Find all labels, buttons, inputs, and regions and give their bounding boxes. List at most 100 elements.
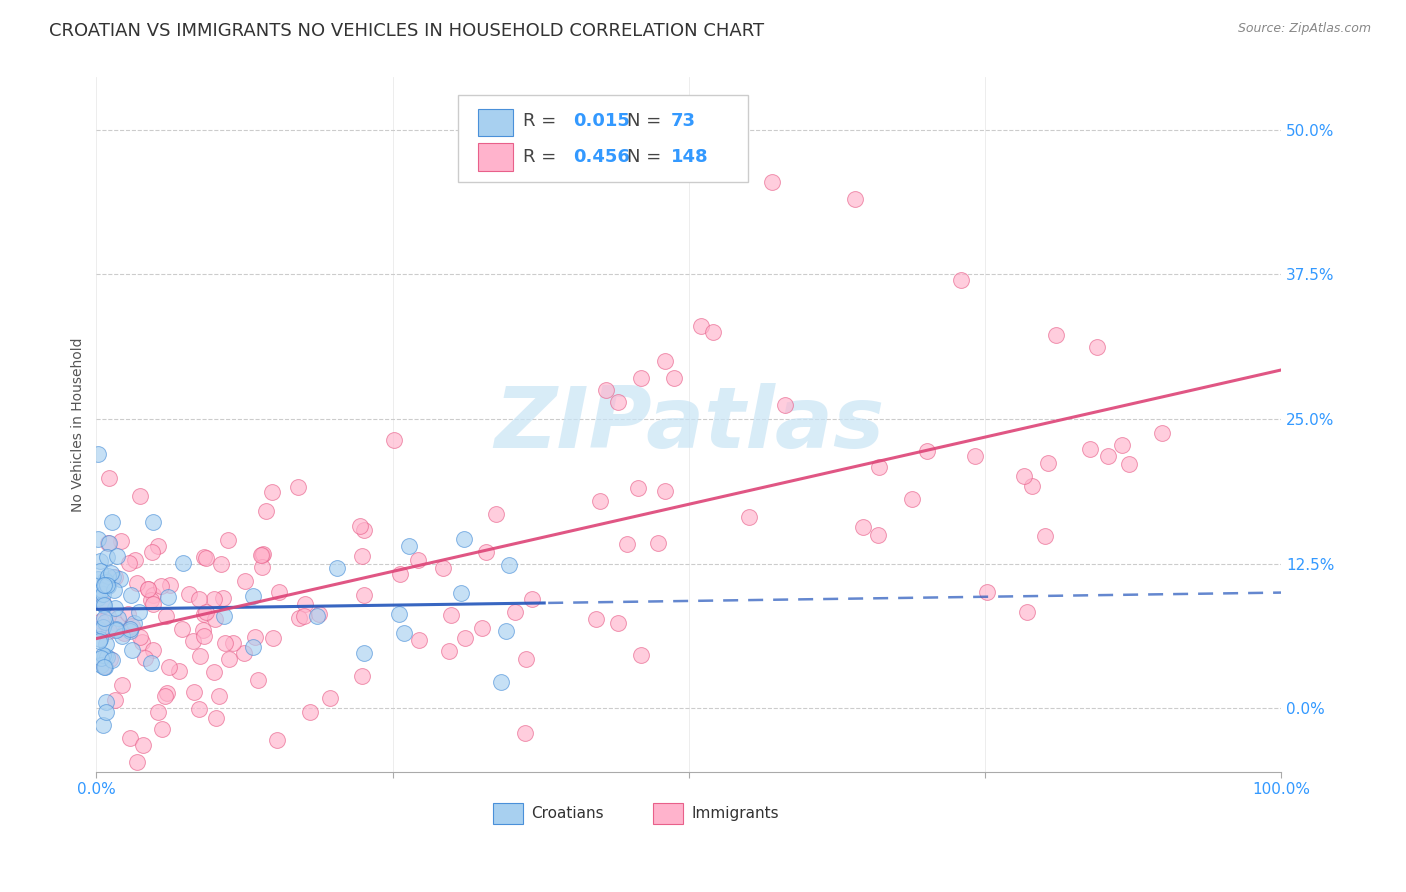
Point — [761, 175, 783, 189]
Point — [104, 623, 127, 637]
Point — [103, 582, 125, 597]
Point — [121, 642, 143, 657]
Point — [94, 574, 117, 589]
Point — [254, 503, 277, 517]
Point — [398, 540, 420, 554]
Point — [1045, 328, 1067, 343]
Point — [247, 673, 270, 687]
Point — [118, 556, 141, 570]
Point — [193, 549, 215, 564]
Point — [585, 612, 607, 626]
Point — [205, 710, 228, 724]
Point — [141, 544, 163, 558]
Point — [155, 689, 177, 703]
Point — [252, 560, 274, 574]
Point — [233, 574, 256, 588]
Point — [93, 578, 115, 592]
Point — [505, 605, 527, 619]
Point — [110, 533, 132, 548]
Point — [94, 705, 117, 719]
Point — [97, 535, 120, 549]
Point — [353, 588, 375, 602]
Point — [91, 718, 114, 732]
Point — [100, 566, 122, 581]
Point — [266, 732, 288, 747]
Text: Source: ZipAtlas.com: Source: ZipAtlas.com — [1237, 22, 1371, 36]
Point — [177, 587, 200, 601]
Point — [100, 653, 122, 667]
Point — [91, 620, 114, 634]
Point — [97, 579, 120, 593]
Point — [150, 722, 173, 736]
Point — [218, 652, 240, 666]
Text: 73: 73 — [671, 112, 696, 130]
Point — [156, 590, 179, 604]
Point — [388, 607, 411, 621]
Point — [209, 558, 232, 572]
Point — [513, 726, 536, 740]
Point — [204, 612, 226, 626]
Point — [111, 678, 134, 692]
Point — [616, 537, 638, 551]
Point — [104, 570, 127, 584]
Text: R =: R = — [523, 148, 562, 166]
Point — [352, 549, 374, 563]
Point — [1033, 529, 1056, 543]
Point — [294, 597, 316, 611]
Point — [118, 731, 141, 745]
Point — [86, 532, 108, 546]
Point — [195, 605, 218, 619]
Point — [287, 610, 309, 624]
Point — [217, 533, 239, 547]
Point — [202, 665, 225, 680]
Point — [94, 578, 117, 592]
Point — [630, 648, 652, 662]
Point — [94, 615, 117, 629]
Point — [512, 145, 534, 160]
Y-axis label: No Vehicles in Household: No Vehicles in Household — [72, 337, 86, 512]
Point — [491, 675, 513, 690]
Point — [498, 558, 520, 573]
Text: Croatians: Croatians — [531, 806, 605, 822]
Point — [105, 617, 128, 632]
Text: 148: 148 — [671, 148, 709, 166]
Point — [129, 490, 152, 504]
Point — [139, 593, 162, 607]
Point — [352, 669, 374, 683]
Point — [183, 685, 205, 699]
Point — [86, 622, 108, 636]
Point — [96, 650, 118, 665]
Point — [96, 578, 118, 592]
Point — [495, 624, 517, 638]
Point — [131, 634, 153, 648]
Text: 0.015: 0.015 — [572, 112, 630, 130]
Text: Immigrants: Immigrants — [692, 806, 779, 822]
Point — [111, 629, 134, 643]
Point — [1078, 442, 1101, 457]
Point — [98, 471, 121, 485]
Point — [242, 589, 264, 603]
Point — [86, 572, 108, 586]
Point — [1021, 479, 1043, 493]
Point — [142, 516, 165, 530]
Point — [105, 622, 128, 636]
Point — [326, 561, 349, 575]
Point — [1085, 339, 1108, 353]
Point — [250, 548, 273, 562]
Point — [124, 615, 146, 630]
Point — [121, 618, 143, 632]
Point — [471, 621, 494, 635]
Point — [90, 623, 112, 637]
Point — [93, 611, 115, 625]
Point — [349, 518, 371, 533]
Point — [866, 527, 889, 541]
Point — [107, 610, 129, 624]
Point — [101, 570, 124, 584]
Point — [96, 637, 118, 651]
Point — [132, 738, 155, 752]
Point — [96, 695, 118, 709]
Text: N =: N = — [627, 112, 668, 130]
Point — [98, 652, 121, 666]
Point — [917, 444, 939, 458]
Point — [136, 582, 159, 596]
